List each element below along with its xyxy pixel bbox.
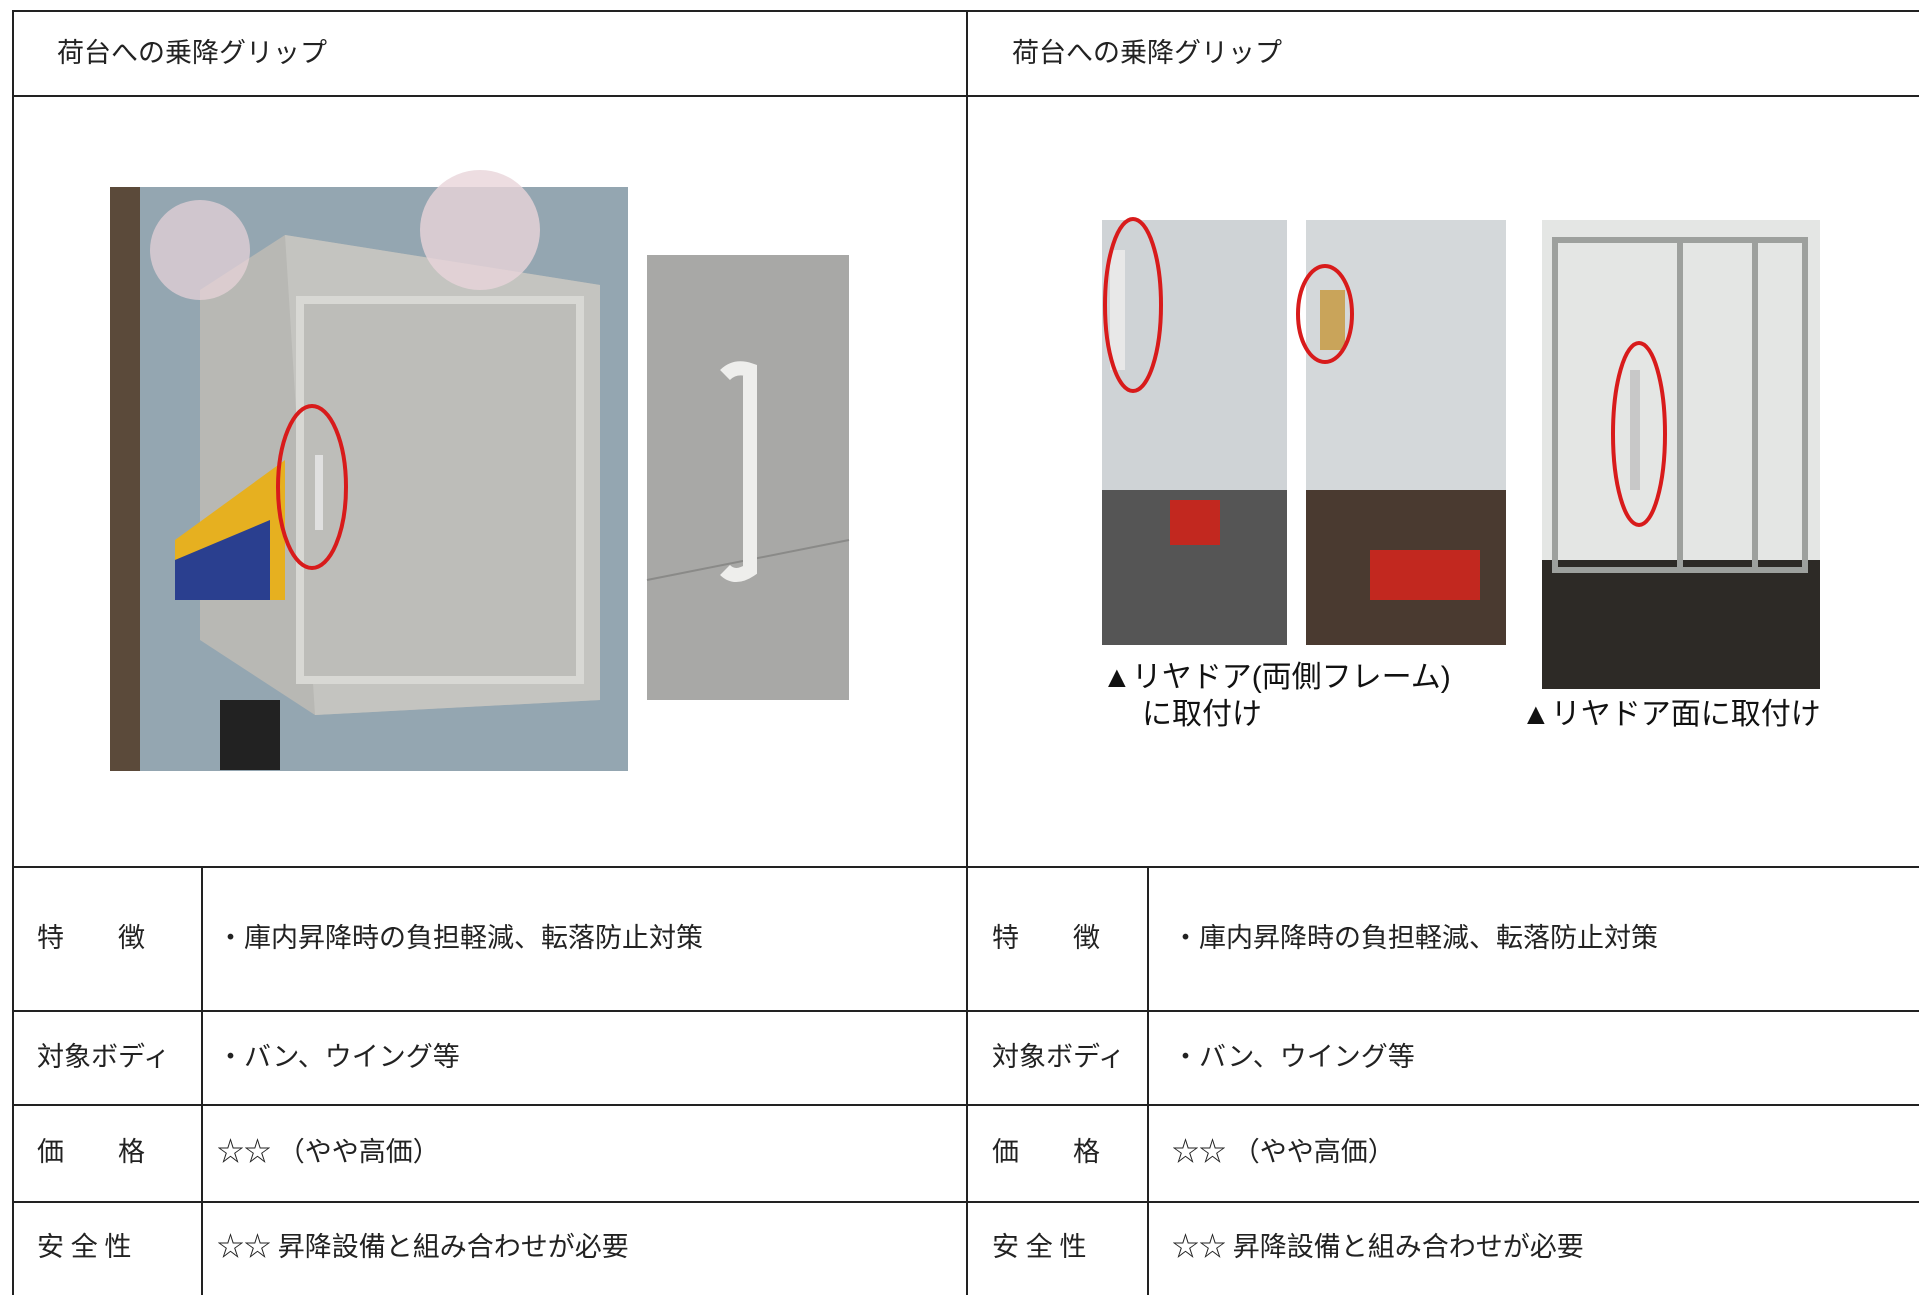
border [12, 1010, 1919, 1012]
row-text: ・バン、ウイング等 [1172, 1042, 1415, 1072]
border [12, 10, 1919, 12]
row-text: ☆☆ （やや高価） [217, 1137, 440, 1167]
panel-title: 荷台への乗降グリップ [1012, 38, 1282, 68]
row-text: ☆☆ 昇降設備と組み合わせが必要 [1172, 1232, 1584, 1262]
border [966, 10, 968, 1295]
row-label: 対象ボディ [37, 1042, 171, 1072]
row-text: ☆☆ 昇降設備と組み合わせが必要 [217, 1232, 629, 1262]
row-label: 価 格 [992, 1137, 1100, 1167]
row-label: 対象ボディ [992, 1042, 1126, 1072]
row-label: 特 徴 [37, 923, 145, 953]
border [12, 866, 1919, 868]
row-label: 価 格 [37, 1137, 145, 1167]
border [12, 95, 1919, 97]
border [1147, 867, 1149, 1295]
row-label: 安 全 性 [992, 1232, 1087, 1262]
row-text: ☆☆ （やや高価） [1172, 1137, 1395, 1167]
border [12, 10, 14, 1295]
image-caption: ▲リヤドア面に取付け [1521, 698, 1821, 731]
border [12, 1201, 1919, 1203]
border [12, 1104, 1919, 1106]
row-text: ・庫内昇降時の負担軽減、転落防止対策 [217, 923, 703, 953]
image-caption: に取付け [1142, 698, 1262, 731]
row-label: 特 徴 [992, 923, 1100, 953]
row-text: ・バン、ウイング等 [217, 1042, 460, 1072]
border [201, 867, 203, 1295]
panel-title: 荷台への乗降グリップ [57, 38, 327, 68]
image-caption: ▲リヤドア(両側フレーム) [1102, 661, 1451, 694]
row-text: ・庫内昇降時の負担軽減、転落防止対策 [1172, 923, 1658, 953]
row-label: 安 全 性 [37, 1232, 132, 1262]
